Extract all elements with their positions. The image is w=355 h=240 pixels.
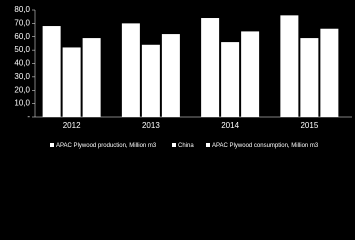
x-tick-label: 2012	[63, 121, 81, 130]
bar	[42, 26, 61, 117]
y-tick-label: 70,0	[14, 18, 30, 27]
y-tick-label: 80,0	[14, 5, 30, 14]
x-tick-label: 2015	[300, 121, 318, 130]
legend-swatch	[206, 143, 210, 147]
bar	[320, 28, 339, 118]
legend-label: China	[178, 143, 194, 149]
bar	[121, 23, 140, 117]
bar	[300, 38, 319, 117]
legend-label: APAC Plywood consumption, Million m3	[212, 143, 319, 149]
legend-swatch	[50, 143, 54, 147]
chart: - 10,0 20,0 30,0 40,0 50,0 60,0 70,0 80,0 2012 201…	[14, 5, 352, 150]
y-tick-label: 20,0	[14, 85, 30, 94]
bar	[161, 34, 180, 118]
bar	[141, 44, 160, 117]
y-tick-label: 40,0	[14, 59, 30, 68]
bar	[280, 15, 299, 118]
bar	[82, 38, 101, 117]
y-tick-label: 50,0	[14, 45, 30, 54]
y-tick-label: 30,0	[14, 72, 30, 81]
bar	[62, 47, 81, 118]
y-tick-label: 10,0	[14, 99, 30, 108]
y-tick-label: -	[27, 112, 30, 121]
x-tick-label: 2014	[221, 121, 239, 130]
bar	[241, 31, 260, 117]
x-tick-label: 2013	[142, 121, 160, 130]
bar	[221, 42, 240, 117]
legend-label: APAC Plywood production, Million m3	[56, 143, 157, 149]
y-tick-label: 60,0	[14, 32, 30, 41]
bar	[201, 18, 220, 117]
legend-swatch	[172, 143, 176, 147]
